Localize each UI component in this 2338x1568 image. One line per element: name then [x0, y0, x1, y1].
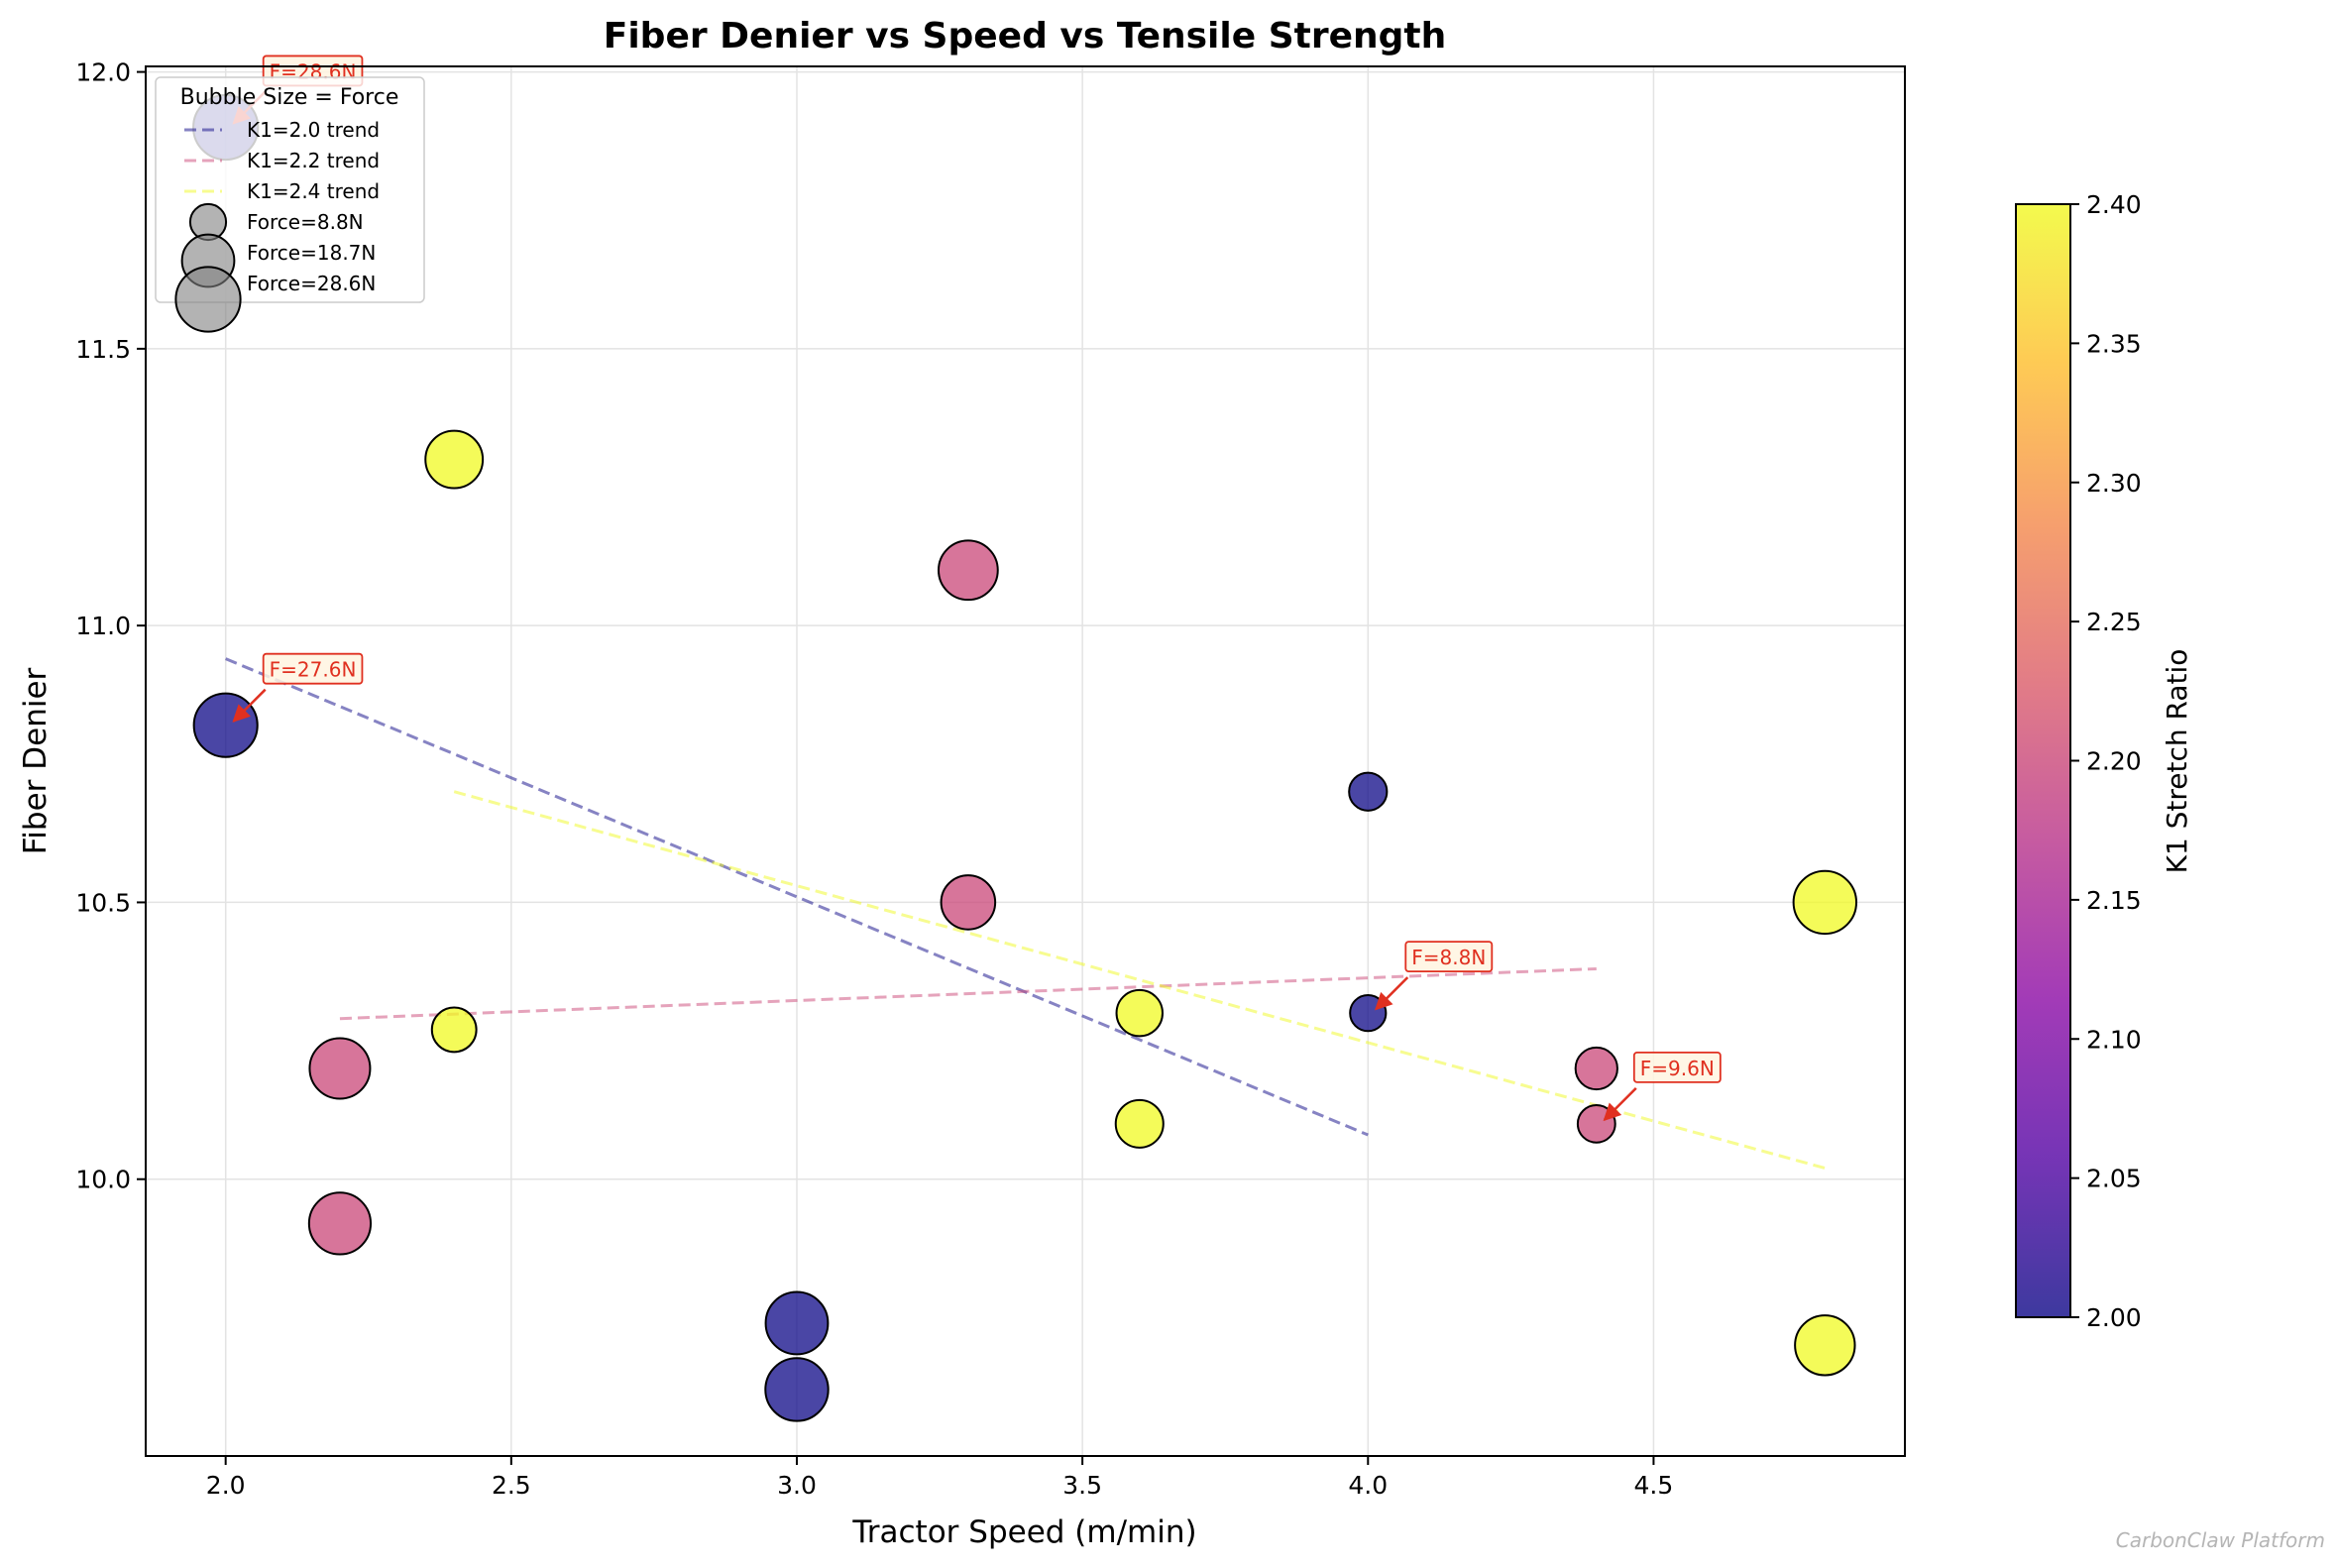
data-bubble: [937, 539, 999, 602]
colorbar-label: K1 Stretch Ratio: [2161, 649, 2193, 874]
data-bubble: [764, 1290, 830, 1356]
colorbar-tick-label: 2.10: [2086, 1025, 2142, 1054]
colorbar: K1 Stretch Ratio 2.00 2.05 2.10 2.15 2.20 2.2…: [2015, 190, 2193, 1332]
data-bubble: [1792, 869, 1858, 936]
data-bubble: [1115, 988, 1164, 1038]
colorbar-tick-label: 2.20: [2086, 747, 2142, 776]
colorbar-tick-label: 2.15: [2086, 886, 2142, 915]
legend-entry-label: K1=2.0 trend: [247, 118, 380, 142]
data-bubble: [1794, 1314, 1856, 1377]
legend-entry-label: Force=28.6N: [247, 272, 376, 295]
data-bubble: [1114, 1098, 1165, 1149]
data-bubble: [192, 692, 259, 758]
chart-title: Fiber Denier vs Speed vs Tensile Strengt…: [604, 16, 1446, 56]
y-axis-label: Fiber Denier: [18, 667, 54, 854]
y-tick-label: 11.5: [75, 335, 131, 364]
annotation-box: [1632, 1051, 1722, 1083]
annotation-arrow: [232, 688, 267, 723]
x-tick-label: 4.0: [1348, 1471, 1388, 1500]
data-bubble: [764, 1357, 830, 1422]
legend-size-swatch: [174, 266, 242, 333]
trend-layer: [225, 657, 1826, 1170]
annotation-label: F=9.6N: [1632, 1051, 1722, 1083]
data-bubble: [430, 1006, 478, 1054]
y-tick-label: 11.0: [75, 612, 131, 640]
legend: Bubble Size = Force K1=2.0 trend K1=2.2 tr…: [155, 76, 425, 333]
legend-entry-label: K1=2.2 trend: [247, 149, 380, 172]
watermark: CarbonClaw Platform: [2116, 1528, 2325, 1552]
legend-entry-label: K1=2.4 trend: [247, 179, 380, 203]
trend-line-k1-2.2: [339, 966, 1597, 1021]
points-layer: [192, 93, 1858, 1422]
x-tick-label: 4.5: [1634, 1471, 1674, 1500]
colorbar-tick-label: 2.40: [2086, 190, 2142, 219]
plot-frame: [145, 65, 1906, 1457]
colorbar-tick-label: 2.05: [2086, 1165, 2142, 1193]
annotation-arrow: [1603, 1086, 1637, 1122]
legend-title: Bubble Size = Force: [180, 85, 399, 110]
legend-entry-label: Force=8.8N: [247, 210, 364, 234]
annotation-box: [1404, 941, 1494, 973]
y-tick-label: 10.0: [75, 1166, 131, 1194]
x-tick-label: 2.5: [492, 1471, 531, 1500]
data-bubble: [307, 1191, 373, 1256]
x-tick-label: 3.5: [1062, 1471, 1102, 1500]
data-bubble: [1576, 1103, 1616, 1144]
colorbar-tick-label: 2.00: [2086, 1303, 2142, 1332]
annotation-label: F=8.8N: [1404, 941, 1494, 973]
legend-entry-label: Force=18.7N: [247, 241, 376, 265]
annotation-box: [262, 652, 364, 685]
trend-line-k1-2: [225, 657, 1369, 1137]
data-bubble: [1349, 994, 1388, 1033]
y-tick-label: 12.0: [75, 58, 131, 87]
grid-layer: [146, 66, 1905, 1456]
colorbar-tick-label: 2.30: [2086, 469, 2142, 498]
annotation-text: F=9.6N: [1640, 1057, 1715, 1080]
x-axis-label: Tractor Speed (m/min): [851, 1514, 1196, 1550]
y-tick-label: 10.5: [75, 888, 131, 917]
colorbar-tick-label: 2.25: [2086, 608, 2142, 636]
colorbar-tick-label: 2.35: [2086, 329, 2142, 358]
data-bubble: [424, 429, 485, 490]
annotation-label: F=27.6N: [262, 652, 364, 685]
data-bubble: [1574, 1046, 1618, 1091]
annotation-text: F=27.6N: [270, 658, 357, 682]
tick-layer: 2.0 2.5 3.0 3.5 4.0 4.5 10.0 10.5 11.0 11.5 12.0: [75, 58, 1673, 1500]
x-tick-label: 2.0: [206, 1471, 246, 1500]
annotation-text: F=8.8N: [1411, 946, 1486, 969]
colorbar-gradient: [2015, 203, 2071, 1318]
x-tick-label: 3.0: [777, 1471, 817, 1500]
annotation-arrow: [1375, 976, 1409, 1011]
data-bubble: [308, 1037, 372, 1100]
data-bubble: [1348, 771, 1389, 812]
data-bubble: [940, 874, 997, 931]
